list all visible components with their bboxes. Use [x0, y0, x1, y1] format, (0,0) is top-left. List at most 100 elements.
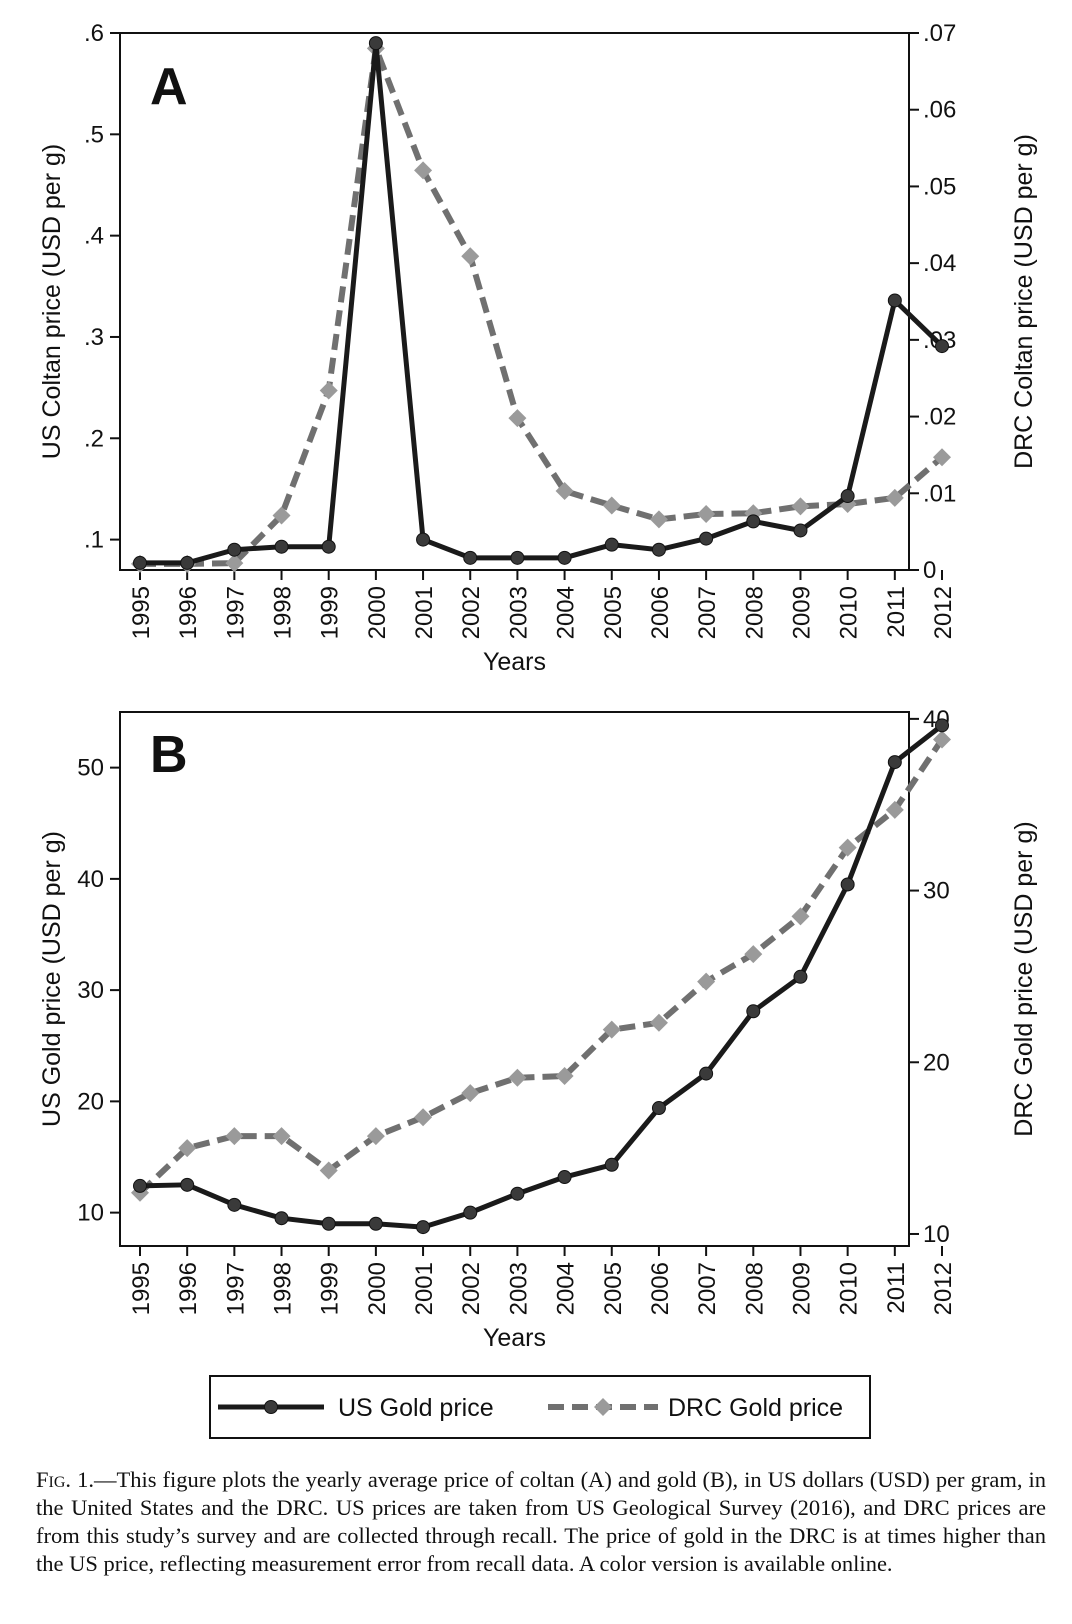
left-y-tick-label: .2	[84, 425, 104, 452]
us-series-point	[935, 339, 949, 354]
x-tick-label: 2009	[788, 1262, 815, 1315]
left-y-tick-label: 10	[77, 1200, 104, 1227]
x-tick-label: 1999	[317, 1262, 344, 1315]
drc-series-point	[791, 497, 810, 516]
plot-frame	[119, 711, 910, 1247]
drc-series-point	[272, 1127, 291, 1146]
drc-series-point	[319, 381, 338, 400]
x-tick-label: 2005	[600, 586, 627, 639]
legend-us-swatch-marker	[264, 1400, 278, 1414]
x-tick-label: 1998	[270, 586, 297, 639]
plot-frame	[119, 32, 910, 571]
us-series-point	[227, 542, 242, 557]
left-y-tick-label: .4	[84, 223, 104, 250]
x-tick-label: 2011	[883, 586, 910, 638]
left-y-tick-label: 50	[77, 755, 104, 782]
x-tick-label: 2010	[836, 586, 863, 639]
x-tick-label: 2001	[411, 586, 438, 639]
drc-series-point	[933, 448, 951, 467]
caption-label: Fig. 1.	[36, 1467, 94, 1492]
drc-series-point	[225, 1127, 244, 1146]
drc-series-line	[137, 737, 945, 1195]
legend: US Gold price DRC Gold price	[209, 1375, 871, 1439]
left-y-tick-label: 20	[77, 1088, 104, 1115]
right-y-tick-label: .06	[923, 97, 956, 124]
right-y-tick-label: .04	[923, 250, 956, 277]
x-tick-label: 2003	[505, 1262, 532, 1315]
drc-series-point	[885, 488, 904, 507]
right-y-tick-label: 10	[923, 1221, 950, 1248]
drc-series-point	[225, 554, 244, 573]
x-tick-label: 2008	[741, 1262, 768, 1315]
us-series-point	[746, 1004, 761, 1019]
drc-series-point	[649, 510, 668, 529]
left-y-tick-label: .1	[84, 527, 104, 554]
right-y-axis-title: DRC Coltan price (USD per g)	[1010, 134, 1038, 469]
drc-series-point	[602, 1020, 621, 1039]
figure: A.1.2.3.4.5.60.01.02.03.04.05.06.0719951…	[38, 20, 1038, 1439]
us-series-point	[887, 755, 902, 770]
x-tick-label: 2006	[647, 586, 674, 639]
right-y-tick-label: .07	[923, 20, 956, 47]
left-y-tick-label: .6	[84, 20, 104, 47]
left-y-tick-label: 30	[77, 977, 104, 1004]
x-tick-label: 1996	[175, 1262, 202, 1315]
drc-series-point	[461, 1084, 480, 1103]
drc-series-line	[140, 45, 944, 567]
right-y-tick-label: .05	[923, 173, 956, 200]
drc-series-point	[791, 907, 810, 926]
us-series-line	[139, 723, 944, 1230]
x-tick-label: 1997	[222, 1262, 249, 1315]
drc-series-point	[272, 506, 291, 525]
drc-series-point	[697, 504, 716, 523]
us-series-point	[793, 523, 808, 538]
drc-series-point	[414, 1108, 433, 1127]
drc-series-point	[178, 1139, 197, 1158]
x-tick-label: 2007	[694, 1262, 721, 1315]
x-tick-label: 2004	[553, 586, 580, 639]
us-series-point	[840, 877, 855, 892]
drc-series-point	[838, 838, 857, 857]
us-series-point	[133, 1178, 147, 1193]
x-tick-label: 1999	[317, 586, 344, 639]
us-series-point	[416, 1220, 431, 1235]
x-tick-label: 2003	[505, 586, 532, 639]
legend-us-label: US Gold price	[338, 1394, 494, 1422]
x-tick-label: 1998	[270, 1262, 297, 1315]
right-y-tick-label: 0	[923, 557, 936, 584]
x-tick-label: 2000	[364, 586, 391, 639]
us-series-point	[510, 550, 525, 565]
us-series-point	[368, 1216, 383, 1231]
us-series-point	[699, 1066, 714, 1081]
panel-a-coltan-chart: A.1.2.3.4.5.60.01.02.03.04.05.06.0719951…	[38, 20, 1038, 676]
us-series-point	[746, 514, 761, 529]
x-tick-label: 2005	[600, 1262, 627, 1315]
us-series-point	[463, 550, 478, 565]
drc-series-point	[697, 972, 716, 991]
left-y-axis-title: US Gold price (USD per g)	[38, 831, 66, 1127]
us-series-line	[140, 40, 944, 566]
drc-series-point	[508, 409, 527, 428]
drc-series-point	[555, 1067, 574, 1086]
x-tick-label: 2012	[930, 1262, 957, 1315]
x-tick-label: 2008	[741, 586, 768, 639]
figure-caption: Fig. 1.—This figure plots the yearly ave…	[36, 1466, 1046, 1578]
us-series-point	[840, 489, 855, 504]
x-tick-label: 2001	[411, 1262, 438, 1315]
us-series-point	[274, 539, 289, 554]
x-axis-title: Years	[483, 648, 546, 676]
x-tick-label: 2010	[836, 1262, 863, 1315]
us-series-point	[510, 1186, 525, 1201]
us-series-point	[935, 718, 949, 733]
x-tick-label: 1995	[128, 1262, 155, 1315]
drc-series-point	[649, 1013, 668, 1032]
legend-drc-label: DRC Gold price	[668, 1394, 843, 1422]
drc-series-point	[933, 730, 951, 749]
x-tick-label: 2002	[458, 586, 485, 639]
us-series-point	[416, 532, 431, 547]
us-series-point	[651, 1101, 666, 1116]
x-tick-label: 1995	[128, 586, 155, 639]
us-series-point	[557, 1170, 572, 1185]
drc-series-point	[366, 1127, 385, 1146]
